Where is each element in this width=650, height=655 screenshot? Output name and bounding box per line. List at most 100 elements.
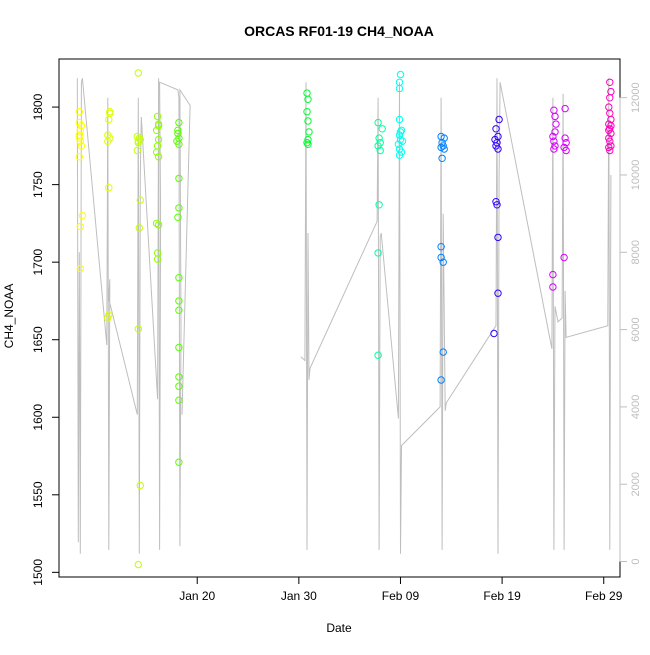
right-tick-label: 2000 [630,472,642,496]
data-point [174,126,182,135]
data-point [304,117,312,125]
y-axis-label: CH4_NOAA [2,284,16,349]
right-tick-label: 4000 [630,395,642,419]
x-axis-label: Date [326,621,352,635]
data-point [550,137,558,145]
data-point [439,348,447,356]
data-point [152,126,161,135]
data-point [551,128,559,136]
data-point [152,148,161,156]
y-tick-label: 1500 [31,559,45,586]
data-point [104,137,112,145]
data-point [605,134,613,142]
data-point [78,211,87,220]
y-tick-label: 1550 [31,481,45,508]
data-point [551,112,559,121]
data-point [395,84,404,93]
right-tick-label: 12000 [630,82,642,113]
points-layer [75,69,615,569]
data-point [494,289,502,297]
data-point [304,140,312,149]
y-tick-label: 1800 [31,93,45,120]
data-point [374,351,382,359]
data-point [561,134,569,142]
data-point [549,132,557,141]
data-point [77,142,86,150]
data-point [152,219,161,228]
data-point [396,135,405,144]
data-point [374,118,382,127]
data-point [134,69,143,77]
data-point [398,137,407,145]
data-point [606,78,614,87]
data-point [438,154,446,163]
data-point [437,376,445,384]
data-point [492,198,500,206]
data-point [549,270,557,279]
data-point [175,458,183,466]
data-point [105,115,113,124]
data-point [304,135,312,144]
plot-frame [58,58,621,578]
y-tick-label: 1750 [31,171,45,198]
data-point [174,213,182,221]
right-tick-label: 8000 [630,240,642,264]
data-point [104,314,112,322]
data-point [303,89,311,97]
data-point [375,201,383,209]
data-point [549,283,557,291]
data-point [606,94,614,102]
data-point [440,134,448,142]
right-tick-label: 10000 [630,160,642,191]
data-point [395,115,404,124]
data-point [492,125,500,133]
data-point [304,95,312,104]
data-point [175,174,183,183]
data-point [551,142,559,150]
data-point [378,125,386,133]
x-tick-label: Feb 09 [382,589,420,603]
data-point [77,122,86,130]
y-tick-label: 1650 [31,326,45,353]
data-point [153,112,162,121]
data-point [437,243,445,251]
data-point [493,201,501,209]
data-point [175,306,183,314]
altitude-trace-line [76,78,191,554]
data-point [562,146,570,155]
data-point [561,104,569,113]
data-point [560,253,568,262]
data-point [133,146,142,155]
data-point [396,128,405,136]
data-point [376,146,384,155]
data-point [75,134,84,142]
data-point [605,126,613,135]
data-point [135,224,144,232]
data-point [395,131,404,139]
data-point [175,274,183,282]
axes-layer: Jan 20 Jan 30 Feb 09 Feb 19 Feb 29 1500 1550 16… [31,82,642,603]
data-point [437,253,445,262]
data-point [395,151,404,159]
data-point [175,140,183,149]
data-point [396,70,405,79]
data-point [490,329,498,338]
data-point [76,222,85,231]
data-point [175,343,183,352]
x-tick-label: Jan 20 [179,589,215,603]
data-point [552,120,560,128]
data-point [606,146,614,155]
data-point [76,264,85,273]
data-point [105,184,113,192]
x-tick-label: Feb 19 [483,589,521,603]
data-point [136,196,145,204]
data-point [494,233,502,242]
data-point [75,108,84,116]
data-point [562,139,570,147]
data-point [303,139,311,147]
data-point [607,142,615,150]
data-point [174,129,182,138]
data-point [606,125,614,133]
